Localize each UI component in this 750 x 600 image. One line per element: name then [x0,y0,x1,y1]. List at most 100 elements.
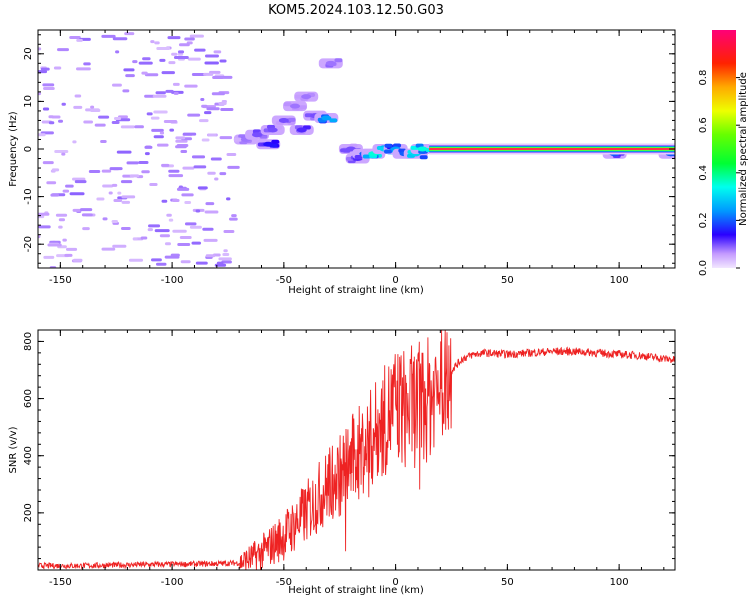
noise-speck [222,253,230,257]
snr-xtick-label: -100 [161,577,184,588]
noise-speck [179,236,192,240]
noise-speck [48,115,54,119]
noise-speck [226,153,237,157]
noise-speck [123,68,135,72]
spectrogram-xtick-label: -50 [276,275,292,286]
snr-frame [37,329,676,571]
noise-speck [218,257,232,261]
noise-speck [212,76,224,80]
noise-speck [54,150,69,154]
colorbar-label: Normalized spectral amplitude [738,72,749,226]
noise-speck [111,121,120,125]
noise-speck [72,258,83,262]
blob-cell [384,149,393,154]
snr-xtick-label: -150 [49,577,72,588]
noise-speck [115,50,120,54]
noise-speck [150,116,160,120]
noise-speck [38,212,50,216]
noise-speck [181,193,194,197]
noise-speck [172,82,180,86]
noise-speck [142,57,151,61]
spectrogram-ytick-label: -20 [23,236,34,252]
noise-speck [187,113,201,117]
spectrogram-xtick-label: 100 [610,275,629,286]
noise-speck [74,180,87,184]
noise-speck [191,155,206,159]
noise-speck [214,177,219,181]
blob-core [290,103,301,109]
noise-speck [111,219,118,223]
noise-speck [206,107,220,111]
spectrogram-ytick-label: 20 [23,47,34,60]
spectrogram-xtick-label: -150 [49,275,72,286]
noise-speck [129,174,140,178]
noise-speck [164,255,180,259]
noise-speck [231,214,237,218]
noise-speck [175,139,188,143]
noise-speck [113,199,123,203]
blob-core [263,141,274,147]
noise-speck [88,170,101,174]
noise-speck [153,135,164,139]
spectrogram-xtick-label: 0 [392,275,398,286]
colorbar-tick-label: 0.8 [698,70,709,86]
noise-speck [222,75,233,79]
noise-speck [205,254,216,258]
blob-cell [271,139,280,144]
noise-speck [166,213,172,217]
noise-speck [227,165,240,169]
noise-speck [138,61,153,65]
noise-speck [43,87,55,91]
snr-panel: -150 -100 -50 0 50 100 200 400 600 800 Height of … [8,329,676,596]
colorbar-ticks: 0.0 0.2 0.4 0.6 0.8 [698,70,740,276]
noise-speck [72,140,77,144]
noise-speck [172,199,180,203]
noise-speck [193,165,207,169]
noise-speck [223,229,235,233]
blob-core [278,117,289,123]
noise-speck [81,213,93,217]
noise-speck [221,260,232,264]
noise-speck [159,58,166,62]
signal-band [429,148,675,150]
noise-speck [161,71,175,75]
colorbar-tick-label: 0.4 [698,165,709,181]
noise-speck [163,119,178,123]
noise-speck [168,174,184,178]
noise-speck [102,217,108,221]
noise-speck [144,73,159,77]
noise-speck [187,57,201,61]
noise-speck [117,191,122,195]
noise-speck [53,66,62,70]
blob-core [321,115,332,121]
noise-speck [154,41,160,45]
noise-speck [189,225,202,229]
noise-speck [82,227,90,231]
noise-speck [203,72,214,76]
noise-speck [101,247,116,251]
noise-speck [126,161,139,165]
noise-speck [132,60,138,64]
noise-speck [90,108,101,112]
spectrogram-xtick-label: 50 [501,275,514,286]
noise-speck [120,226,131,230]
noise-speck [155,91,166,95]
noise-speck [146,112,153,116]
noise-speck [140,236,148,240]
spectrogram-ylabel: Frequency (Hz) [8,111,19,187]
noise-speck [141,170,150,174]
noise-speck [173,91,179,95]
noise-speck [175,145,187,149]
noise-speck [73,105,83,109]
noise-speck [61,152,66,156]
noise-speck [207,133,217,137]
noise-speck [165,89,174,93]
noise-speck [83,120,94,124]
noise-speck [100,139,107,143]
noise-speck [76,67,91,71]
noise-speck [64,253,73,257]
blob-cell [294,94,303,99]
blob-core [417,146,428,152]
